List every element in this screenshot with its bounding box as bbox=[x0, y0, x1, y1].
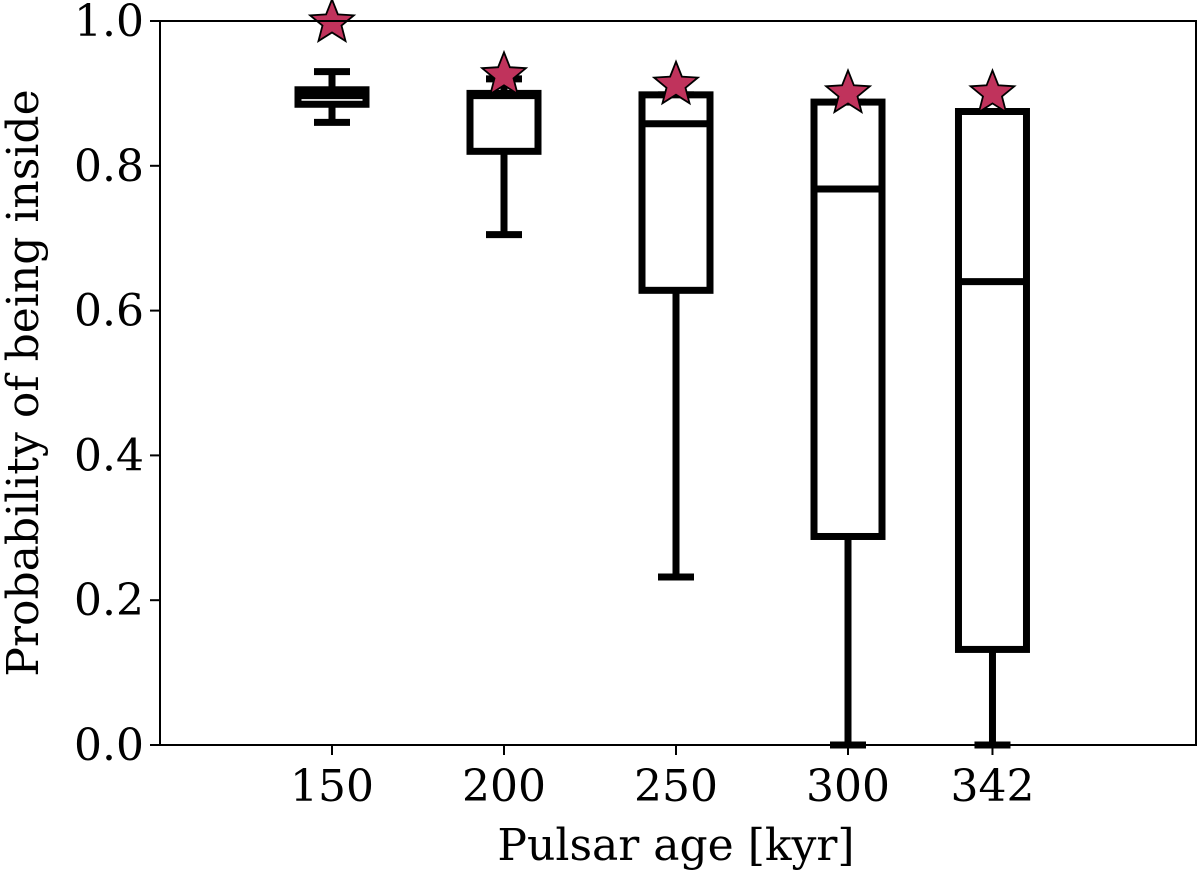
axes: 0.0 0.2 0.4 0.6 0.8 1.0 150 200 250 300 342 bbox=[74, 0, 1034, 812]
box-300 bbox=[810, 98, 886, 749]
plot-frame bbox=[159, 20, 1197, 746]
plot-area bbox=[294, 0, 1030, 749]
y-tick-label: 0.0 bbox=[74, 720, 144, 771]
x-tick-label: 200 bbox=[462, 761, 546, 812]
y-tick-label: 0.2 bbox=[74, 575, 144, 626]
star-marker-250 bbox=[651, 59, 701, 106]
y-tick-label: 0.6 bbox=[74, 286, 144, 337]
x-tick-label: 150 bbox=[290, 761, 374, 812]
y-axis-label: Probability of being inside bbox=[0, 89, 49, 676]
y-tick-label: 1.0 bbox=[74, 0, 144, 47]
x-tick-label: 300 bbox=[806, 761, 890, 812]
box-342 bbox=[954, 108, 1030, 749]
box-200 bbox=[466, 75, 542, 239]
x-axis-label: Pulsar age [kyr] bbox=[497, 820, 854, 871]
x-tick-label: 250 bbox=[634, 761, 718, 812]
box-body bbox=[466, 89, 542, 155]
star-marker-300 bbox=[823, 67, 873, 114]
y-tick-label: 0.4 bbox=[74, 430, 144, 481]
box-body bbox=[954, 108, 1030, 653]
box-body bbox=[810, 98, 886, 540]
box-250 bbox=[638, 91, 714, 581]
x-tick-label: 342 bbox=[950, 761, 1034, 812]
box-body bbox=[638, 91, 714, 294]
star-marker-200 bbox=[479, 49, 529, 96]
star-marker-342 bbox=[968, 67, 1017, 114]
y-tick-label: 0.8 bbox=[74, 141, 144, 192]
box-150 bbox=[294, 68, 370, 126]
